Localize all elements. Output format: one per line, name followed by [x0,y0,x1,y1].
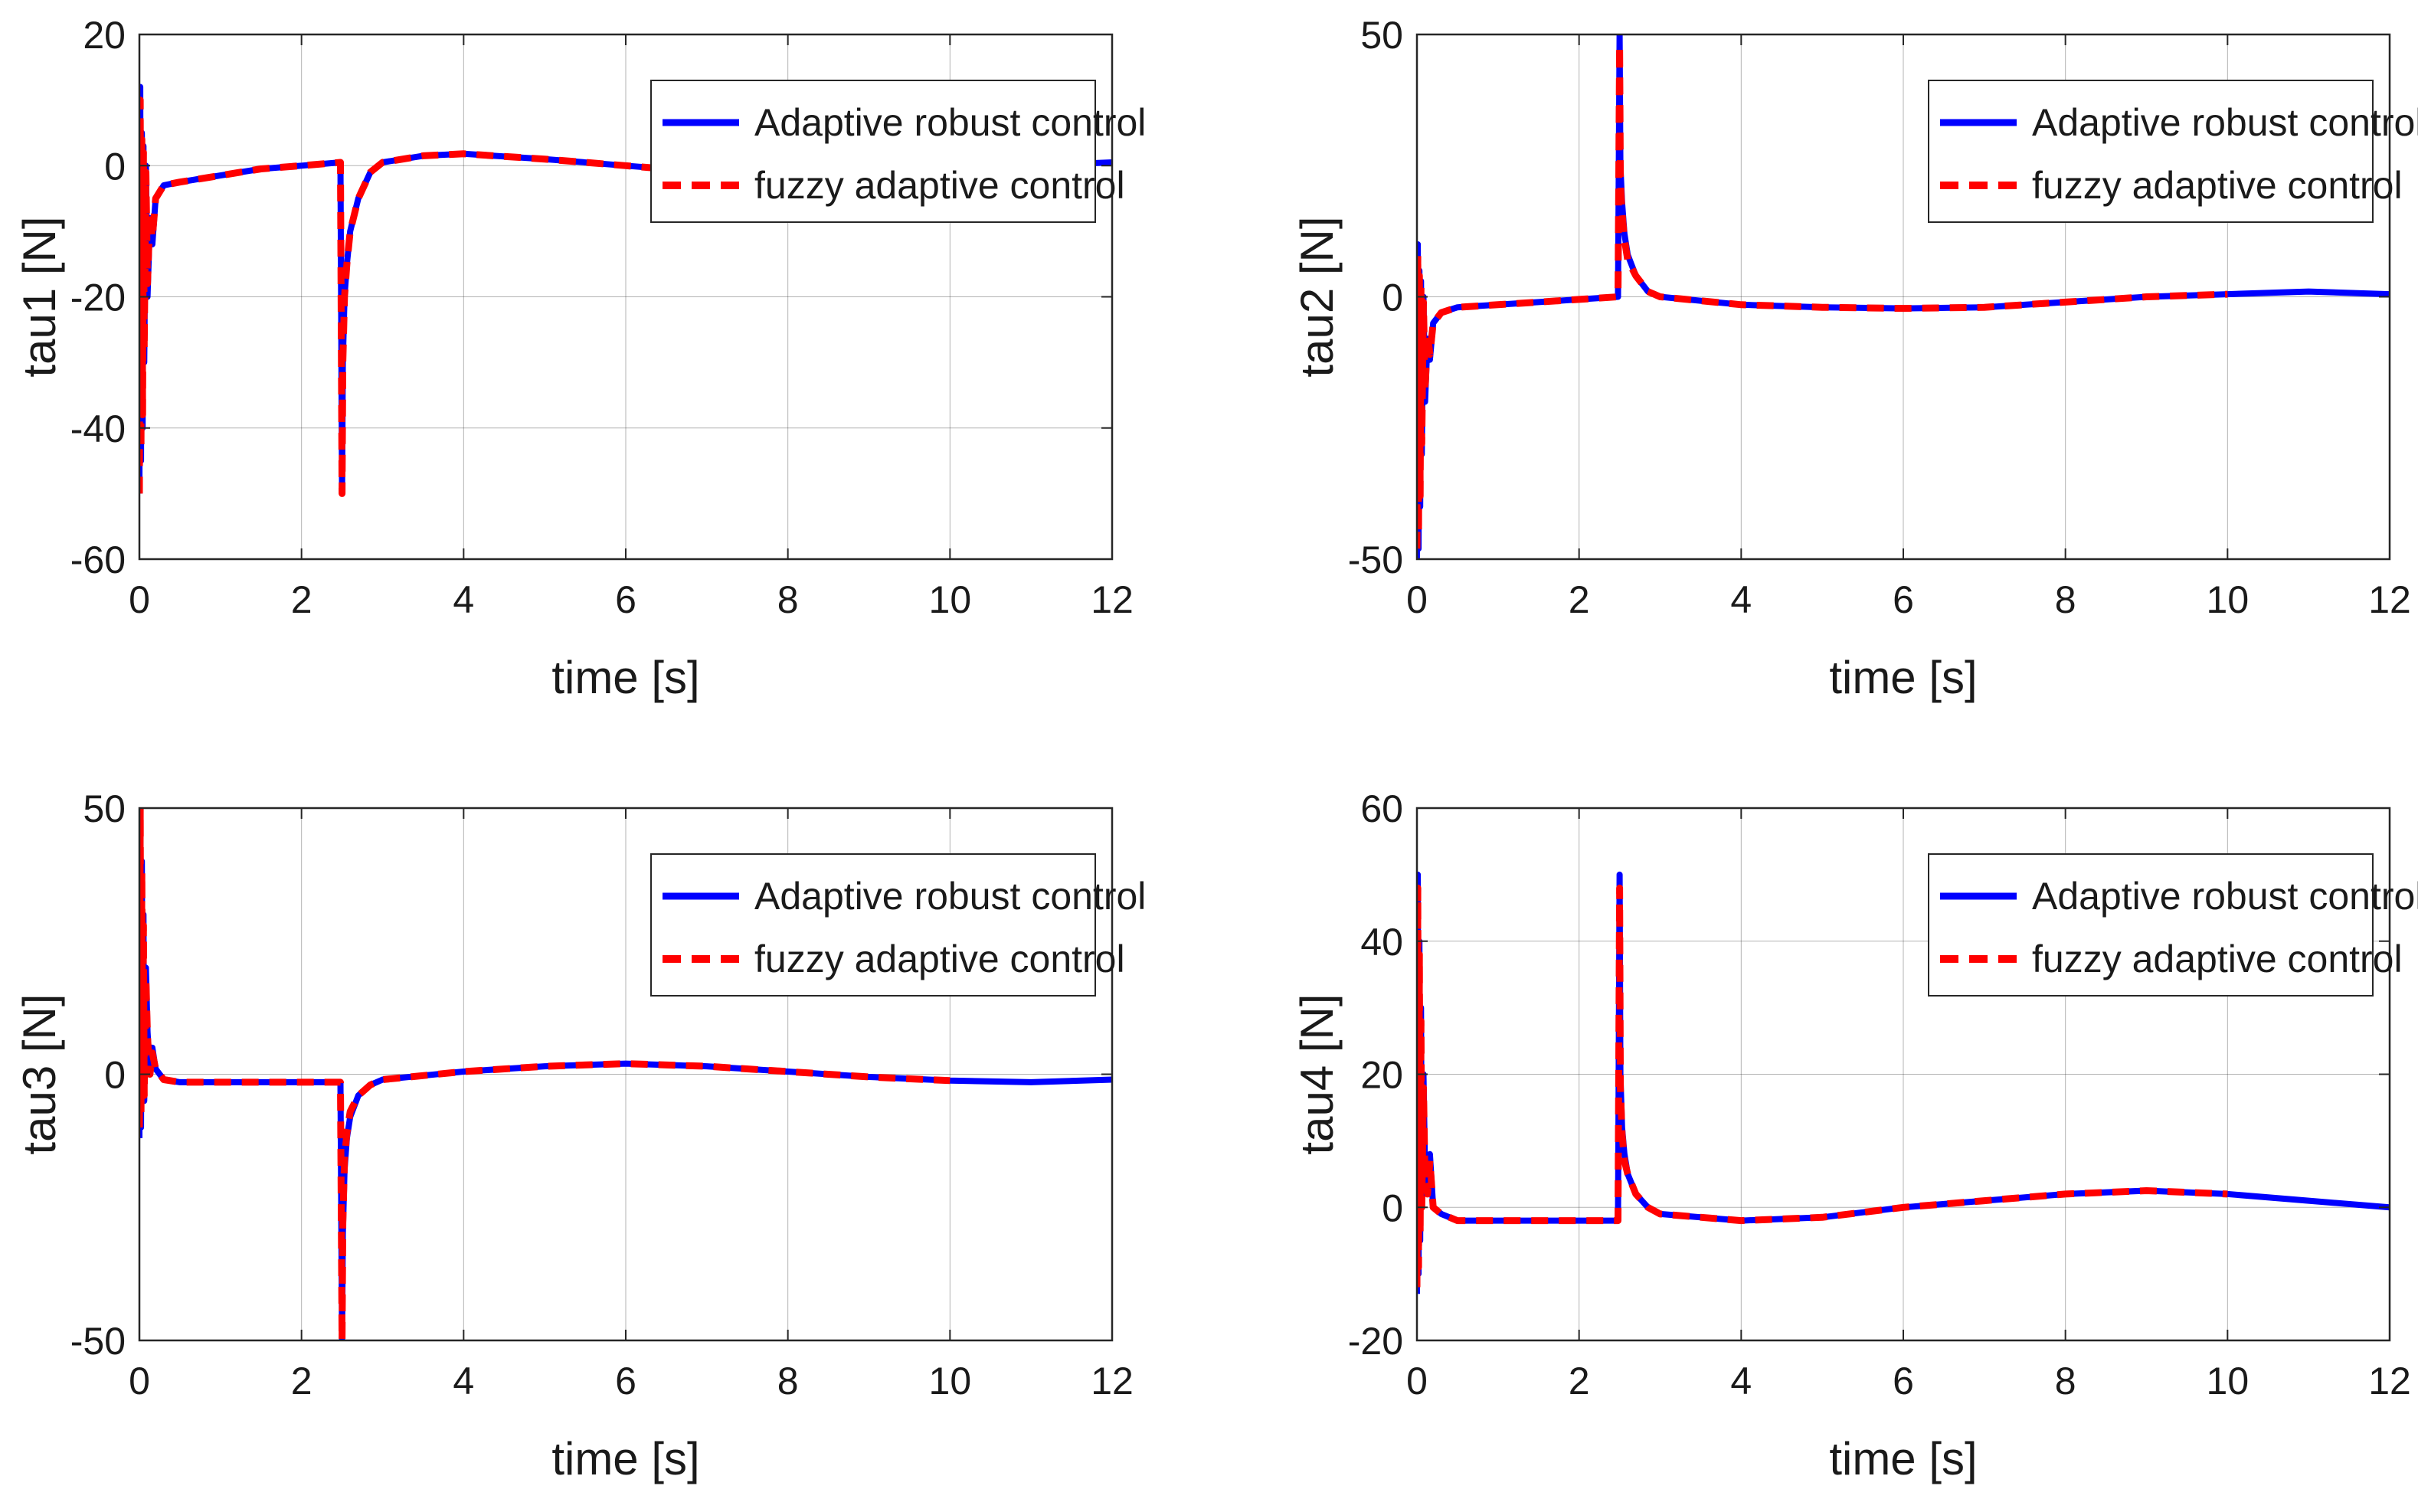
panel-1: 0 2 4 6 8 10 12 -60 -40 -20 0 20 time [s] tau1 [N] Ada… [14,14,1146,703]
panel-1-xtick-label-6: 12 [1091,578,1134,621]
panel-4-ytick-label-2: 20 [1360,1054,1403,1097]
panel-2-legend-label-fuzzy: fuzzy adaptive control [2032,164,2403,207]
panel-2-series-fuzzy [1417,41,2228,549]
panel-2-ytick-label-1: 0 [1382,277,1403,319]
panel-3-xtick-label-5: 10 [929,1360,972,1402]
panel-1-xtick-label-1: 2 [291,578,312,621]
panel-1-xtick-label-3: 6 [615,578,636,621]
panel-2-ytick-label-0: -50 [1348,538,1403,581]
panel-4-xtick-label-3: 6 [1893,1360,1914,1402]
panel-3-xlabel: time [s] [551,1433,699,1484]
panel-2-xtick-label-5: 10 [2207,578,2249,621]
panel-3-legend-label-fuzzy: fuzzy adaptive control [754,938,1125,980]
panel-2-xtick-label-0: 0 [1406,578,1428,621]
panel-4-series-fuzzy [1417,884,2228,1288]
panel-1-ytick-label-4: 20 [83,14,126,57]
panel-4-xlabel: time [s] [1829,1433,1977,1484]
panel-3-xtick-label-6: 12 [1091,1360,1134,1402]
panel-2-xtick-label-4: 8 [2055,578,2076,621]
panel-3-ytick-label-1: 0 [104,1054,126,1097]
panel-2-xtick-label-6: 12 [2368,578,2411,621]
panel-2-legend-box [1928,80,2374,223]
panel-1-xtick-label-5: 10 [929,578,972,621]
panel-2-xlabel: time [s] [1829,652,1977,703]
panel-4-xtick-label-2: 4 [1730,1360,1752,1402]
panel-4-legend-label-adaptive: Adaptive robust control [2032,875,2418,918]
panel-4-xtick-label-6: 12 [2368,1360,2411,1402]
panel-3-legend-label-adaptive: Adaptive robust control [754,875,1146,918]
panel-1-ytick-label-1: -40 [70,407,126,450]
panel-2-xtick-label-1: 2 [1569,578,1590,621]
panel-3-ylabel: tau3 [N] [14,993,65,1154]
panel-1-xlabel: time [s] [551,652,699,703]
panel-4-xtick-label-1: 2 [1569,1360,1590,1402]
panel-2-xtick-label-2: 4 [1730,578,1752,621]
panel-4-ylabel: tau4 [N] [1291,993,1343,1154]
panel-3-xtick-label-1: 2 [291,1360,312,1402]
panel-1-legend: Adaptive robust control fuzzy adaptive co… [650,80,1146,223]
panel-1-ytick-label-2: -20 [70,277,126,319]
panel-1-ytick-label-0: -60 [70,538,126,581]
panel-3-legend-box [650,853,1096,997]
panel-4-ytick-label-4: 60 [1360,787,1403,830]
panel-3-xtick-label-2: 4 [453,1360,474,1402]
panel-4-legend-label-fuzzy: fuzzy adaptive control [2032,938,2403,980]
panel-2-legend: Adaptive robust control fuzzy adaptive co… [1928,80,2418,223]
panel-4-ytick-label-3: 40 [1360,921,1403,964]
panel-2-legend-label-adaptive: Adaptive robust control [2032,101,2418,144]
panel-4-ytick-label-0: -20 [1348,1320,1403,1363]
panel-4-xtick-label-5: 10 [2207,1360,2249,1402]
panel-4-xtick-label-4: 8 [2055,1360,2076,1402]
panel-1-legend-box [650,80,1096,223]
panel-3-xtick-label-4: 8 [777,1360,799,1402]
panel-1-xtick-label-0: 0 [129,578,150,621]
panel-1-ytick-label-3: 0 [104,145,126,188]
panel-3-xtick-label-3: 6 [615,1360,636,1402]
panel-3-legend: Adaptive robust control fuzzy adaptive co… [650,853,1146,997]
panel-2-ylabel: tau2 [N] [1291,216,1343,377]
panel-2-xtick-label-3: 6 [1893,578,1914,621]
panel-4-legend: Adaptive robust control fuzzy adaptive co… [1928,853,2418,997]
panel-1-xtick-label-2: 4 [453,578,474,621]
panel-1-legend-label-adaptive: Adaptive robust control [754,101,1146,144]
panel-2-ytick-label-2: 50 [1360,14,1403,57]
panel-3-ytick-label-2: 50 [83,787,126,830]
panel-1-series-fuzzy [139,97,951,497]
panel-1-ylabel: tau1 [N] [14,216,65,377]
panel-4-legend-box [1928,853,2374,997]
panel-4-xtick-label-0: 0 [1406,1360,1428,1402]
panel-3-ytick-label-0: -50 [70,1320,126,1363]
panel-4-ytick-label-1: 0 [1382,1186,1403,1229]
panel-3-series-fuzzy [139,808,951,1340]
panel-3-xtick-label-0: 0 [129,1360,150,1402]
panel-1-legend-label-fuzzy: fuzzy adaptive control [754,164,1125,207]
panel-1-xtick-label-4: 8 [777,578,799,621]
